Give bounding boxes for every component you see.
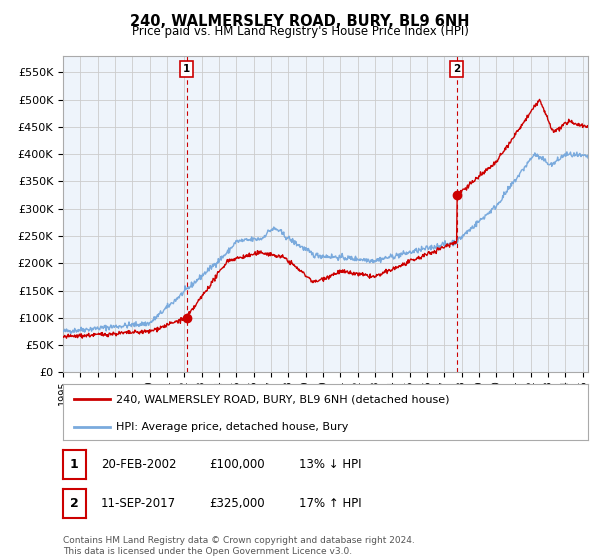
Text: 2: 2 (70, 497, 79, 510)
Text: 240, WALMERSLEY ROAD, BURY, BL9 6NH: 240, WALMERSLEY ROAD, BURY, BL9 6NH (130, 14, 470, 29)
Text: 1: 1 (70, 458, 79, 471)
Text: £325,000: £325,000 (209, 497, 265, 510)
Text: 17% ↑ HPI: 17% ↑ HPI (299, 497, 361, 510)
Text: Contains HM Land Registry data © Crown copyright and database right 2024.
This d: Contains HM Land Registry data © Crown c… (63, 536, 415, 556)
Text: £100,000: £100,000 (209, 458, 265, 471)
Text: 20-FEB-2002: 20-FEB-2002 (101, 458, 176, 471)
Text: 240, WALMERSLEY ROAD, BURY, BL9 6NH (detached house): 240, WALMERSLEY ROAD, BURY, BL9 6NH (det… (115, 394, 449, 404)
Text: HPI: Average price, detached house, Bury: HPI: Average price, detached house, Bury (115, 422, 348, 432)
Text: 13% ↓ HPI: 13% ↓ HPI (299, 458, 361, 471)
Text: 1: 1 (183, 64, 190, 74)
Text: 11-SEP-2017: 11-SEP-2017 (101, 497, 176, 510)
Text: Price paid vs. HM Land Registry's House Price Index (HPI): Price paid vs. HM Land Registry's House … (131, 25, 469, 38)
Text: 2: 2 (453, 64, 460, 74)
